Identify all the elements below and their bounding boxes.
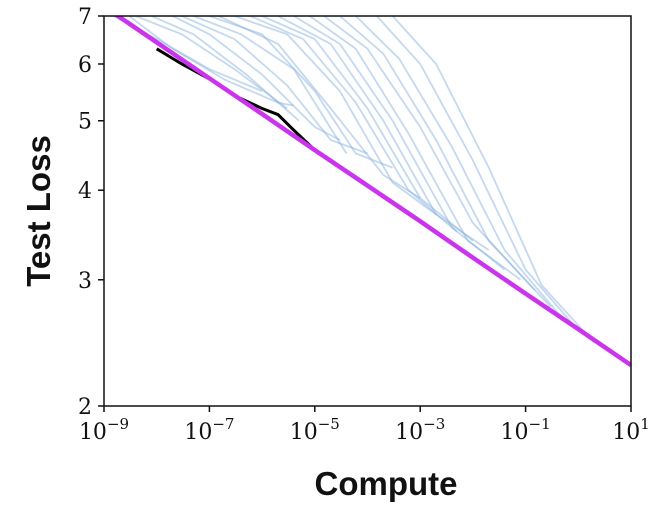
training-curve-10: [250, 16, 458, 233]
y-tick-label-0: 2: [78, 395, 92, 420]
y-tick-label-1: 3: [78, 269, 92, 294]
x-tick-label-2: 10−5: [290, 415, 340, 445]
training-curve-6: [193, 16, 348, 154]
training-curve-17: [355, 16, 564, 319]
x-tick-label-4: 10−1: [501, 415, 551, 445]
training-curve-1: [128, 16, 294, 107]
x-tick-label-5: 101: [612, 415, 650, 445]
training-curve-3: [151, 16, 300, 122]
training-curve-5: [181, 16, 368, 155]
y-axis-title: Test Loss: [20, 135, 57, 287]
training-curve-19: [391, 16, 595, 344]
fit-line: [114, 16, 631, 368]
training-curve-8: [218, 16, 421, 199]
main-series: [114, 16, 631, 368]
x-tick-label-3: 10−3: [395, 415, 445, 445]
x-tick-label-1: 10−7: [184, 415, 234, 445]
plot-frame: [103, 15, 632, 407]
training-curve-16: [339, 16, 552, 308]
training-curve-14: [309, 16, 522, 281]
y-tick-label-2: 4: [78, 179, 92, 204]
training-curve-9: [234, 16, 437, 216]
axis-ticks: 10−9 10−7 10−5 10−3 10−1 101 2 3 4 5 6 7: [78, 5, 650, 445]
y-tick-label-5: 7: [78, 5, 92, 30]
x-axis-title: Compute: [315, 465, 458, 502]
training-curves: [112, 16, 595, 344]
y-tick-label-4: 6: [78, 53, 92, 78]
training-curve-2: [135, 16, 288, 110]
training-curve-12: [277, 16, 490, 251]
training-curve-18: [376, 16, 579, 331]
y-tick-label-3: 5: [78, 110, 92, 135]
training-curve-11: [261, 16, 474, 242]
x-tick-label-0: 10−9: [79, 415, 129, 445]
